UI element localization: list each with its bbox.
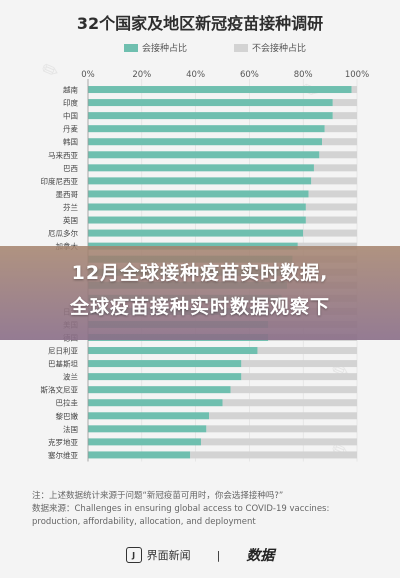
- y-category-label: 丹麦: [63, 124, 78, 134]
- bar-not-vaccinate: [222, 399, 357, 407]
- bar-vaccinate: [88, 112, 333, 120]
- bar-vaccinate: [88, 399, 223, 407]
- headline-line-2: 全球疫苗接种实时数据观察下: [69, 296, 330, 318]
- y-category-label: 塞尔维亚: [48, 450, 78, 460]
- bar-vaccinate: [88, 86, 352, 94]
- legend-swatch-vaccinate: [124, 43, 138, 52]
- bar-vaccinate: [88, 438, 201, 446]
- legend-label-not-vaccinate: 不会接种占比: [252, 44, 307, 54]
- bar-vaccinate: [88, 164, 314, 172]
- legend-label-vaccinate: 会接种占比: [142, 44, 188, 54]
- jiemian-name: 界面新闻: [146, 549, 191, 562]
- bar-vaccinate: [88, 386, 231, 394]
- y-category-label: 尼日利亚: [48, 346, 78, 356]
- y-category-label: 越南: [63, 85, 78, 95]
- bar-not-vaccinate: [257, 347, 357, 355]
- source-notes: 注：上述数据统计来源于问题“新冠疫苗可用时，你会选择接种吗?” 数据来源：Cha…: [32, 490, 382, 529]
- data-brand-logo: 数据: [246, 548, 275, 564]
- chart-title: 32个国家及地区新冠疫苗接种调研: [76, 14, 324, 33]
- footer: J 界面新闻 | 数据: [0, 545, 400, 565]
- bar-not-vaccinate: [305, 203, 357, 211]
- bar-not-vaccinate: [313, 164, 357, 172]
- footer-divider: |: [216, 548, 221, 562]
- jiemian-logo-icon: J: [125, 547, 142, 563]
- bar-not-vaccinate: [303, 229, 357, 237]
- headline-banner: [0, 246, 400, 340]
- x-tick-label: 80%: [294, 70, 313, 80]
- bar-not-vaccinate: [332, 112, 357, 120]
- bar-vaccinate: [88, 360, 242, 368]
- bar-not-vaccinate: [241, 373, 357, 381]
- bar-vaccinate: [88, 412, 210, 420]
- bar-not-vaccinate: [351, 86, 357, 94]
- y-category-label: 墨西哥: [56, 190, 79, 199]
- y-category-label: 印度: [63, 98, 78, 108]
- bar-vaccinate: [88, 373, 242, 381]
- y-category-label: 英国: [63, 215, 78, 225]
- y-category-label: 波兰: [63, 372, 78, 382]
- bar-vaccinate: [88, 125, 325, 133]
- bar-not-vaccinate: [319, 151, 357, 159]
- bar-not-vaccinate: [209, 412, 357, 420]
- brand-jiemian: J 界面新闻: [125, 547, 191, 563]
- bar-not-vaccinate: [230, 386, 357, 394]
- bar-not-vaccinate: [324, 125, 357, 133]
- y-category-label: 斯洛文尼亚: [41, 385, 79, 395]
- y-category-label: 马来西亚: [48, 151, 78, 160]
- bar-not-vaccinate: [190, 451, 357, 459]
- y-category-label: 法国: [63, 424, 78, 434]
- bar-not-vaccinate: [206, 425, 357, 433]
- note-line-2: 数据来源：Challenges in ensuring global acces…: [32, 504, 330, 514]
- y-category-label: 韩国: [63, 137, 78, 147]
- y-category-label: 印度尼西亚: [41, 176, 79, 186]
- bar-not-vaccinate: [332, 99, 357, 107]
- legend-item-not-vaccinate: 不会接种占比: [234, 41, 306, 54]
- y-category-label: 芬兰: [63, 202, 78, 212]
- note-line-3: production, affordability, allocation, a…: [32, 517, 256, 527]
- bar-vaccinate: [88, 203, 306, 211]
- bar-vaccinate: [88, 151, 320, 159]
- bar-vaccinate: [88, 177, 312, 185]
- bar-vaccinate: [88, 99, 333, 107]
- bar-not-vaccinate: [200, 438, 357, 446]
- y-category-label: 巴拉圭: [56, 398, 79, 408]
- y-category-label: 克罗地亚: [48, 437, 78, 447]
- headline-line-1: 12月全球接种疫苗实时数据,: [71, 262, 329, 284]
- y-category-label: 黎巴嫩: [56, 411, 79, 421]
- x-tick-label: 0%: [81, 70, 95, 80]
- bar-not-vaccinate: [308, 190, 357, 198]
- y-category-label: 巴基斯坦: [48, 359, 78, 369]
- bar-vaccinate: [88, 138, 323, 146]
- bar-not-vaccinate: [311, 177, 357, 185]
- bar-vaccinate: [88, 190, 309, 198]
- x-tick-label: 100%: [345, 70, 369, 80]
- bar-vaccinate: [88, 451, 191, 459]
- x-tick-label: 60%: [240, 70, 259, 80]
- bar-vaccinate: [88, 216, 306, 224]
- bar-not-vaccinate: [241, 360, 357, 368]
- bar-not-vaccinate: [322, 138, 357, 146]
- y-category-label: 巴西: [63, 164, 78, 173]
- note-line-1: 注：上述数据统计来源于问题“新冠疫苗可用时，你会选择接种吗?”: [32, 491, 284, 501]
- legend-item-vaccinate: 会接种占比: [124, 41, 187, 54]
- x-tick-label: 40%: [186, 70, 205, 80]
- legend-swatch-not-vaccinate: [234, 43, 248, 52]
- bar-vaccinate: [88, 229, 304, 237]
- bar-vaccinate: [88, 425, 207, 433]
- y-category-label: 中国: [63, 111, 78, 121]
- bar-vaccinate: [88, 347, 258, 355]
- y-category-label: 厄瓜多尔: [48, 228, 78, 238]
- x-tick-label: 20%: [132, 70, 151, 80]
- bar-not-vaccinate: [305, 216, 357, 224]
